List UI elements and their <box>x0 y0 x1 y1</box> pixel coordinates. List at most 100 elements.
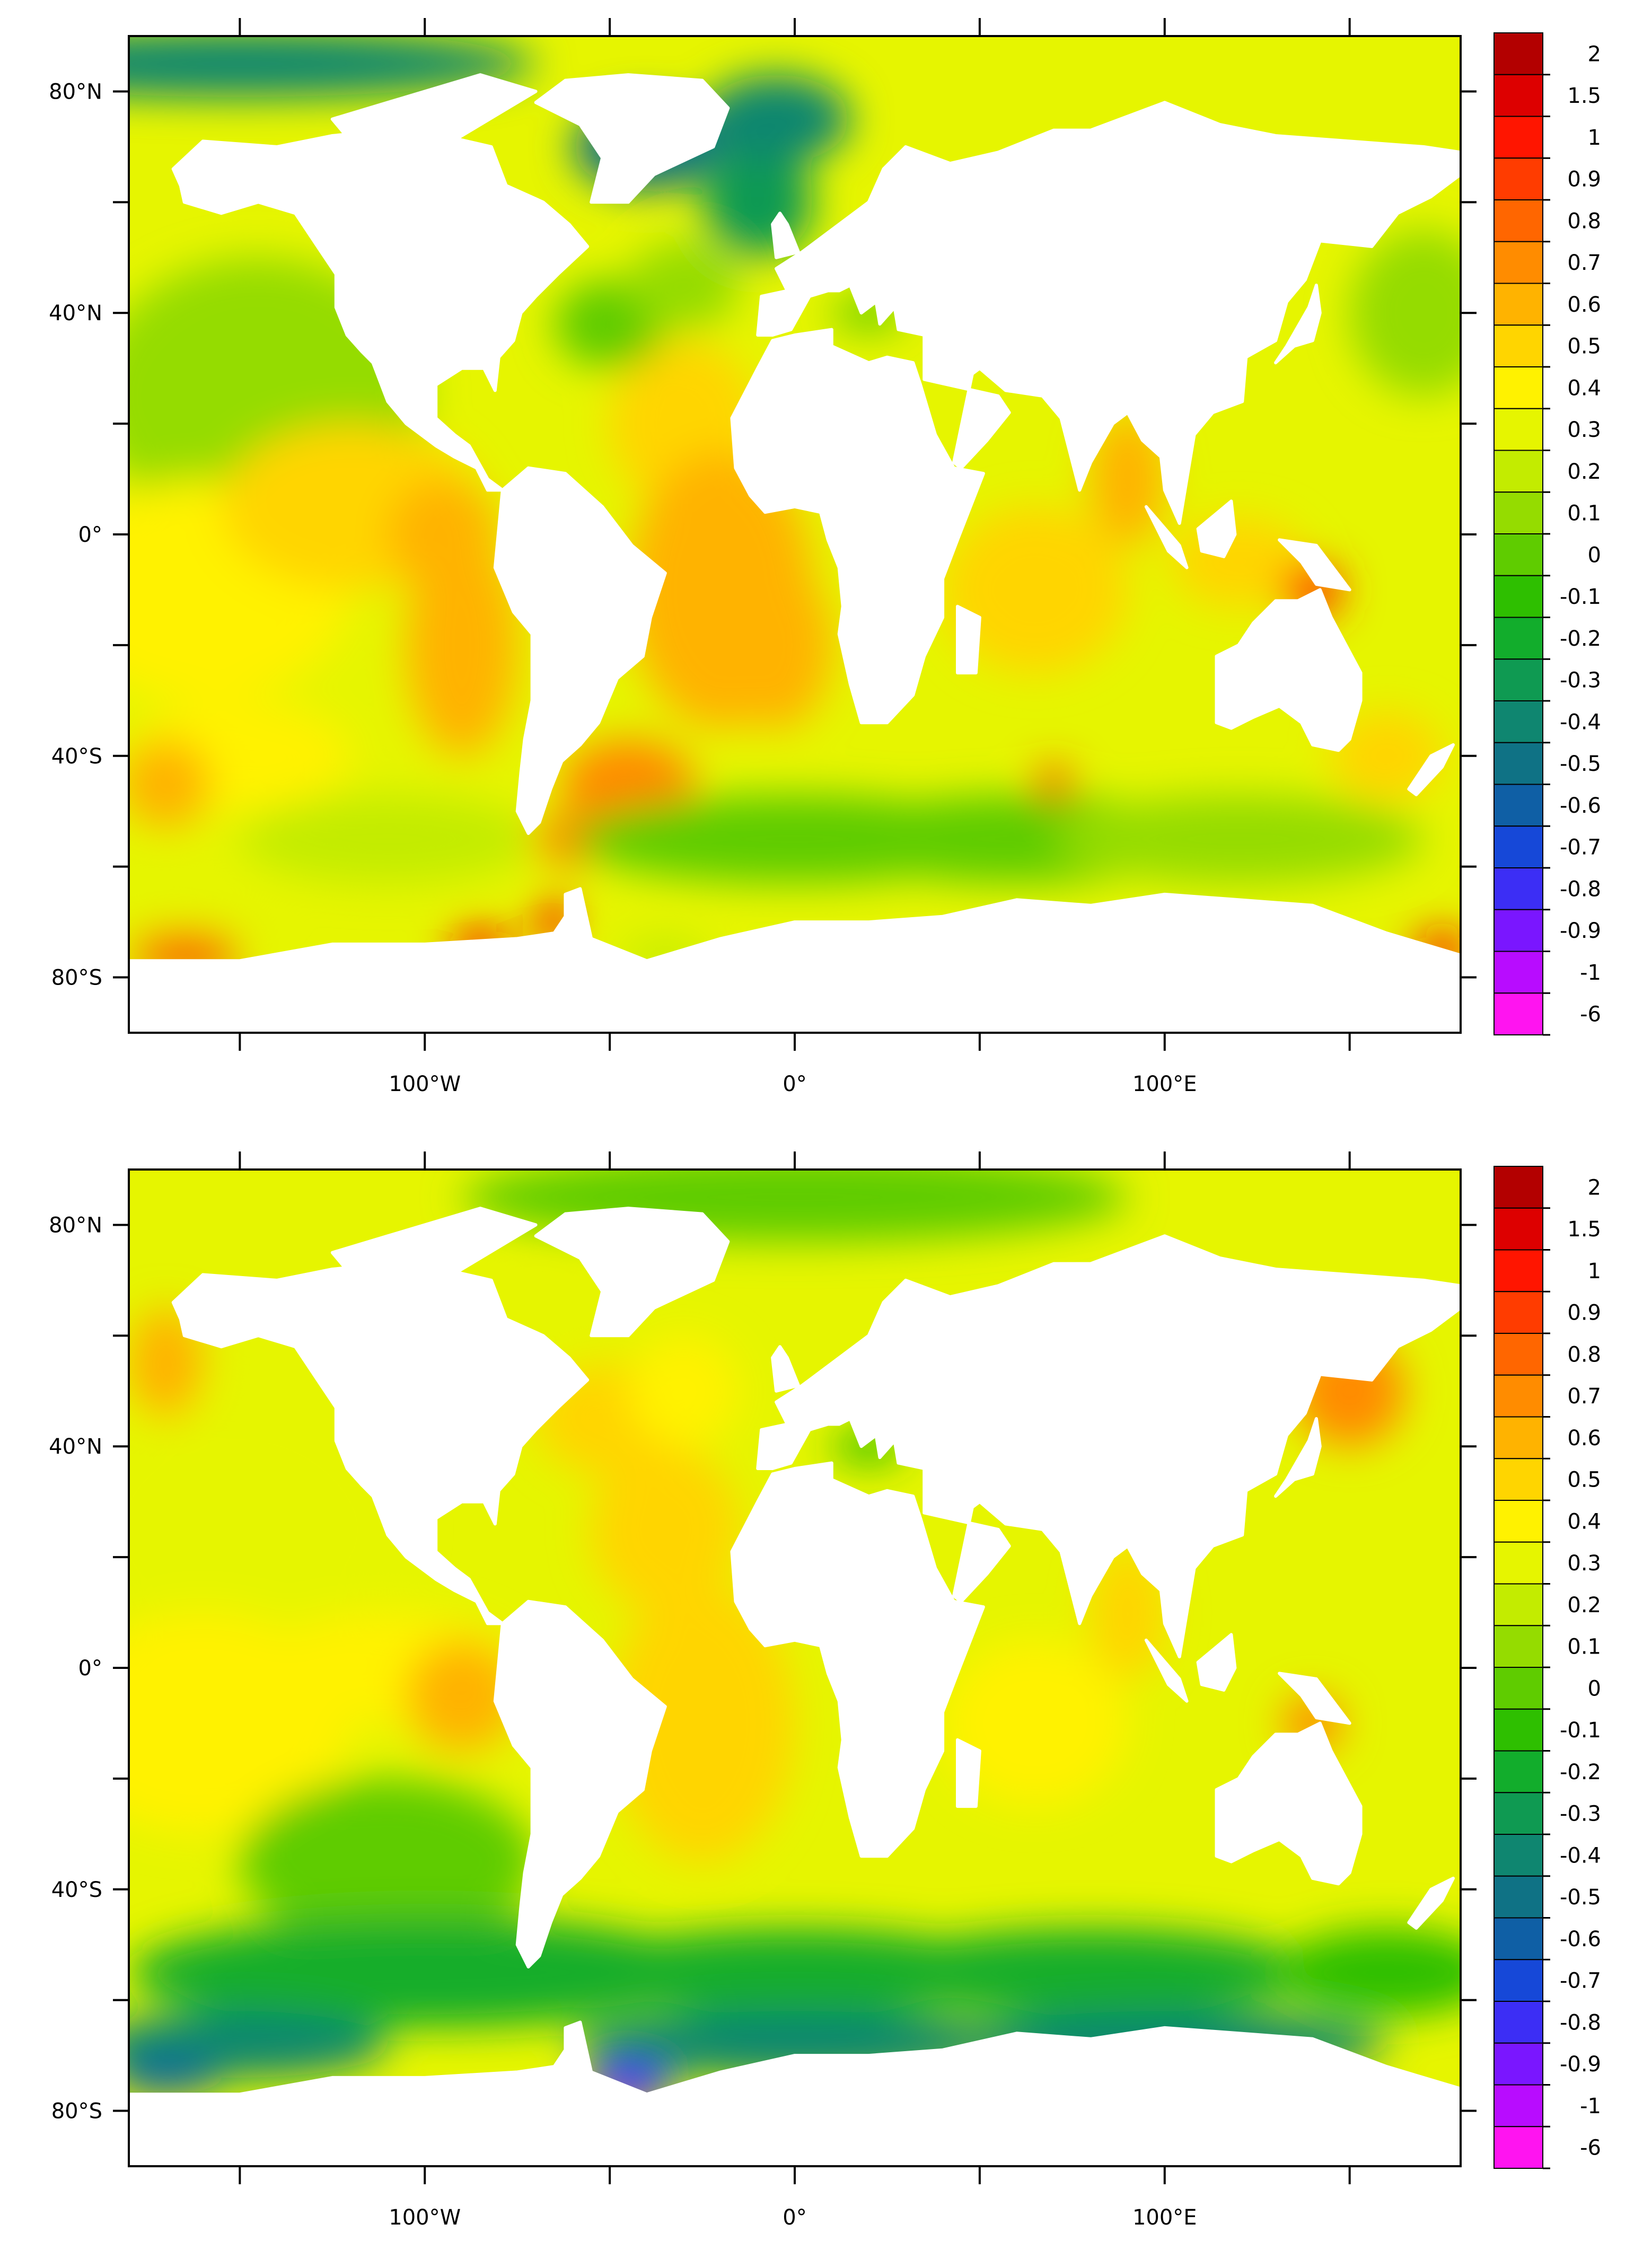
colorbar-label: 0.2 <box>1567 1593 1601 1618</box>
anomaly-patch <box>1091 412 1165 546</box>
colorbar-label: 1.5 <box>1567 84 1601 108</box>
colorbar-swatch <box>1493 157 1543 200</box>
land-antarctica <box>129 2020 1461 2166</box>
colorbar-swatch <box>1493 1416 1543 1460</box>
anomaly-patch <box>628 241 740 330</box>
land-japan <box>1274 1417 1322 1498</box>
colorbar-label: 0.2 <box>1567 460 1601 484</box>
land-new-zealand <box>1407 1876 1455 1930</box>
anomaly-blobs <box>129 36 1461 972</box>
colorbar-label: -0.6 <box>1560 1927 1601 1951</box>
anomaly-patch <box>129 1391 407 1668</box>
anomaly-patch <box>129 861 277 928</box>
colorbar-swatch <box>1493 533 1543 576</box>
anomaly-patch <box>721 562 832 728</box>
colorbar-swatch <box>1493 1959 1543 2002</box>
colorbar-swatch <box>1493 1667 1543 1710</box>
colorbar-label: -0.7 <box>1560 1969 1601 1993</box>
colorbar-label: -0.3 <box>1560 1802 1601 1826</box>
anomaly-patch <box>406 534 517 756</box>
y-tick-label: 40°N <box>49 1435 102 1459</box>
colorbar-label: 1.5 <box>1567 1217 1601 1242</box>
colorbar-swatch <box>1493 992 1543 1035</box>
colorbar-swatch <box>1493 1541 1543 1585</box>
y-tick-label: 80°N <box>49 80 102 104</box>
x-tick-label: 100°E <box>1132 2205 1197 2230</box>
colorbar-label: -0.2 <box>1560 627 1601 651</box>
anomaly-patch <box>129 739 210 828</box>
colorbar-swatch <box>1493 408 1543 451</box>
land-arctic-islands <box>330 1207 538 1282</box>
colorbar-label: 0.5 <box>1567 335 1601 359</box>
colorbar-swatch <box>1493 1291 1543 1334</box>
colorbar-swatch <box>1493 1207 1543 1251</box>
colorbar-label: 0.8 <box>1567 1342 1601 1367</box>
colorbar-swatch <box>1493 617 1543 660</box>
colorbar: 2 1.5 1 0.9 0.8 0.7 0.6 0.5 0.4 0.3 0.2 0.1 0 -0.1 -0.… <box>1493 32 1601 1036</box>
colorbar-swatch <box>1493 1917 1543 1961</box>
colorbar-label: 0.3 <box>1567 1551 1601 1576</box>
colorbar-label: 0.7 <box>1567 1384 1601 1409</box>
land-greenland <box>534 1207 730 1338</box>
colorbar-swatch <box>1493 2001 1543 2044</box>
colorbar-swatch <box>1493 1583 1543 1627</box>
land-arctic-islands <box>330 73 538 148</box>
colorbar-swatch <box>1493 1333 1543 1376</box>
colorbar-label: -0.7 <box>1560 836 1601 860</box>
colorbar-swatch <box>1493 1708 1543 1752</box>
colorbar-swatch <box>1493 951 1543 994</box>
x-tick-label: 100°W <box>389 2205 461 2230</box>
map-figure-top: 100°W 0° 100°E 80°N 40°N 0° 40°S 80°S 2 1.5 1 0.9 0.… <box>49 18 1601 1096</box>
anomaly-patch <box>591 1446 740 1613</box>
colorbar-label: 0.1 <box>1567 1635 1601 1659</box>
y-tick-label: 80°N <box>49 1213 102 1237</box>
anomaly-patch <box>702 146 813 258</box>
colorbar-swatch <box>1493 199 1543 242</box>
colorbar-label: 0.9 <box>1567 168 1601 192</box>
colorbar-swatch <box>1493 1166 1543 1209</box>
colorbar-swatch <box>1493 491 1543 534</box>
land-layer <box>129 73 1461 1033</box>
land-north-america <box>171 128 590 492</box>
land-new-guinea <box>1278 1672 1351 1725</box>
map-panel-bottom: 100°W 0° 100°E 80°N 40°N 0° 40°S 80°S 2 1.5 1 0.9 0.… <box>0 1133 1643 2268</box>
colorbar-label: -0.4 <box>1560 1843 1601 1868</box>
colorbar-swatch <box>1493 1500 1543 1543</box>
x-tick-label: 100°W <box>389 1072 461 1096</box>
colorbar-label: 0.3 <box>1567 418 1601 442</box>
y-tick-label: 80°S <box>51 2099 102 2124</box>
land-australia <box>1215 1721 1363 1886</box>
anomaly-patch <box>406 1640 517 1751</box>
land-borneo <box>1196 499 1237 558</box>
colorbar-swatch <box>1493 1750 1543 1794</box>
colorbar-label: -0.6 <box>1560 794 1601 818</box>
colorbar-label: -0.8 <box>1560 2010 1601 2035</box>
y-tick-label: 40°S <box>51 1878 102 1902</box>
land-africa <box>730 328 985 725</box>
colorbar-label: -0.2 <box>1560 1760 1601 1784</box>
colorbar-swatch <box>1493 825 1543 868</box>
colorbar-label: -0.9 <box>1560 2052 1601 2077</box>
anomaly-patch <box>129 2061 222 2095</box>
land-uk <box>771 212 800 259</box>
colorbar-label: 0.9 <box>1567 1301 1601 1325</box>
anomaly-patch <box>610 1585 795 1862</box>
colorbar-label: -0.1 <box>1560 585 1601 609</box>
colorbar-swatch <box>1493 1875 1543 1919</box>
colorbar-swatch <box>1493 909 1543 952</box>
anomaly-patch <box>628 1335 740 1447</box>
land-borneo <box>1196 1633 1237 1692</box>
y-tick-label: 40°S <box>51 744 102 769</box>
colorbar-swatch <box>1493 784 1543 827</box>
y-tick-label: 40°N <box>49 301 102 326</box>
anomaly-patch <box>1035 767 1073 801</box>
x-tick-label: 0° <box>783 2205 806 2230</box>
colorbar-label: -6 <box>1580 2136 1601 2160</box>
colorbar-label: -1 <box>1580 961 1601 985</box>
colorbar-label: -0.9 <box>1560 919 1601 943</box>
colorbar-swatch <box>1493 1458 1543 1501</box>
y-tick-label: 80°S <box>51 966 102 990</box>
ocean-field <box>129 36 1461 1033</box>
colorbar-swatch <box>1493 74 1543 117</box>
land-madagascar <box>956 1738 981 1808</box>
